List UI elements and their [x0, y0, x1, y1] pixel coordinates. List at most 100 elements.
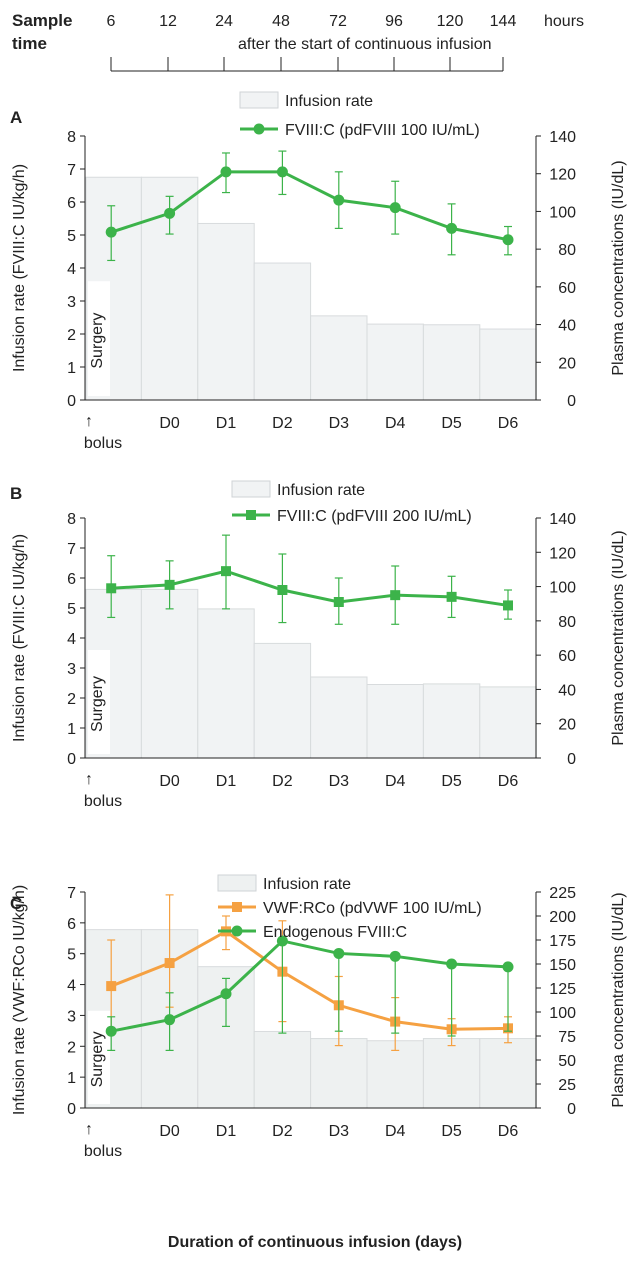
- right-tick-label: 20: [558, 717, 576, 734]
- right-tick-label: 0: [567, 1101, 576, 1118]
- legend-marker: [253, 123, 265, 135]
- right-tick-label: 0: [567, 751, 576, 768]
- data-point: [446, 222, 458, 234]
- legend-label: Endogenous FVIII:C: [263, 924, 407, 941]
- right-tick-label: 100: [549, 1005, 576, 1022]
- category-label: D1: [216, 773, 237, 790]
- left-tick-label: 7: [67, 885, 76, 902]
- left-tick-label: 0: [67, 393, 76, 410]
- data-point: [333, 597, 344, 607]
- right-tick-label: 200: [549, 909, 576, 926]
- hour-tick-label: 6: [107, 13, 116, 30]
- left-tick-label: 6: [67, 571, 76, 588]
- data-point: [502, 234, 514, 246]
- infusion-rate-bar: [140, 588, 199, 759]
- after-infusion-text: after the start of continuous infusion: [238, 36, 491, 53]
- category-label: D5: [441, 773, 462, 790]
- legend-marker: [232, 902, 242, 912]
- legend-label: Infusion rate: [277, 482, 365, 499]
- infusion-rate-bar: [479, 328, 537, 401]
- left-tick-label: 1: [67, 721, 76, 738]
- category-label: D3: [329, 773, 350, 790]
- left-tick-label: 6: [67, 916, 76, 933]
- infusion-rate-bar: [479, 686, 537, 759]
- left-tick-label: 0: [67, 751, 76, 768]
- category-label: D2: [272, 415, 293, 432]
- legend-swatch-bar: [231, 480, 271, 498]
- right-tick-label: 0: [567, 393, 576, 410]
- right-tick-label: 125: [549, 981, 576, 998]
- right-tick-label: 50: [558, 1053, 576, 1070]
- hour-tick-label: 24: [215, 13, 233, 30]
- right-tick-label: 225: [549, 885, 576, 902]
- right-tick-label: 100: [549, 580, 576, 597]
- legend-label: FVIII:C (pdFVIII 200 IU/mL): [277, 508, 472, 525]
- right-axis-label: Plasma concentrations (IU/dL): [610, 160, 627, 375]
- right-tick-label: 175: [549, 933, 576, 950]
- hour-tick-label: 72: [329, 13, 347, 30]
- right-tick-label: 80: [558, 614, 576, 631]
- right-tick-label: 25: [558, 1077, 576, 1094]
- legend-label: VWF:RCo (pdVWF 100 IU/mL): [263, 900, 482, 917]
- panel-letter: C: [10, 894, 22, 913]
- series-line: [110, 170, 509, 242]
- left-tick-label: 5: [67, 228, 76, 245]
- left-tick-label: 1: [67, 360, 76, 377]
- left-tick-label: 0: [67, 1101, 76, 1118]
- right-tick-label: 80: [558, 242, 576, 259]
- hour-tick-label: 120: [437, 13, 464, 30]
- category-label: D0: [159, 415, 180, 432]
- category-label: D1: [216, 415, 237, 432]
- data-point: [276, 935, 288, 947]
- infusion-rate-bar: [310, 1038, 368, 1109]
- left-tick-label: 6: [67, 195, 76, 212]
- bolus-arrow: ↑: [85, 1121, 93, 1138]
- surgery-box: [88, 650, 110, 754]
- data-point: [164, 958, 175, 969]
- category-label: D6: [498, 1123, 519, 1140]
- right-tick-label: 40: [558, 318, 576, 335]
- category-label: D1: [216, 1123, 237, 1140]
- right-tick-label: 60: [558, 648, 576, 665]
- data-point: [276, 166, 288, 178]
- data-point: [106, 981, 117, 992]
- left-tick-label: 4: [67, 631, 76, 648]
- category-label: D3: [329, 415, 350, 432]
- right-axis-label: Plasma concentrations (IU/dL): [610, 892, 627, 1107]
- data-point: [220, 166, 232, 178]
- infusion-rate-bar: [253, 1030, 312, 1109]
- bolus-label: bolus: [84, 793, 122, 810]
- left-tick-label: 3: [67, 661, 76, 678]
- category-label: D5: [441, 415, 462, 432]
- left-tick-label: 3: [67, 294, 76, 311]
- data-point: [277, 585, 288, 595]
- surgery-label: Surgery: [89, 1031, 106, 1087]
- panel-letter: B: [10, 484, 22, 503]
- data-point: [164, 579, 175, 590]
- category-label: D6: [498, 415, 519, 432]
- infusion-rate-bar: [366, 684, 424, 759]
- right-tick-label: 140: [549, 511, 576, 528]
- sample-time-header: Sample time hours after the start of con…: [12, 11, 584, 72]
- legend: Infusion rate FVIII:C (pdFVIII 200 IU/mL): [231, 480, 472, 525]
- data-point: [164, 207, 176, 219]
- data-point: [389, 950, 401, 962]
- legend-swatch-bar: [239, 91, 279, 109]
- category-label: D0: [159, 1123, 180, 1140]
- bolus-arrow: ↑: [85, 771, 93, 788]
- right-tick-label: 120: [549, 167, 576, 184]
- left-axis-label: Infusion rate (FVIII:C IU/kg/h): [11, 534, 28, 742]
- data-point: [502, 961, 514, 973]
- legend-label: FVIII:C (pdFVIII 100 IU/mL): [285, 122, 480, 139]
- right-tick-label: 100: [549, 204, 576, 221]
- right-tick-label: 20: [558, 355, 576, 372]
- hours-label: hours: [544, 13, 584, 30]
- series-line: [110, 929, 509, 1031]
- data-point: [390, 590, 401, 601]
- infusion-rate-bar: [422, 683, 481, 759]
- data-point: [106, 583, 117, 594]
- data-point: [333, 194, 345, 206]
- series-line: [110, 939, 509, 1033]
- hour-tick-label: 144: [490, 13, 517, 30]
- panel-letter: A: [10, 108, 22, 127]
